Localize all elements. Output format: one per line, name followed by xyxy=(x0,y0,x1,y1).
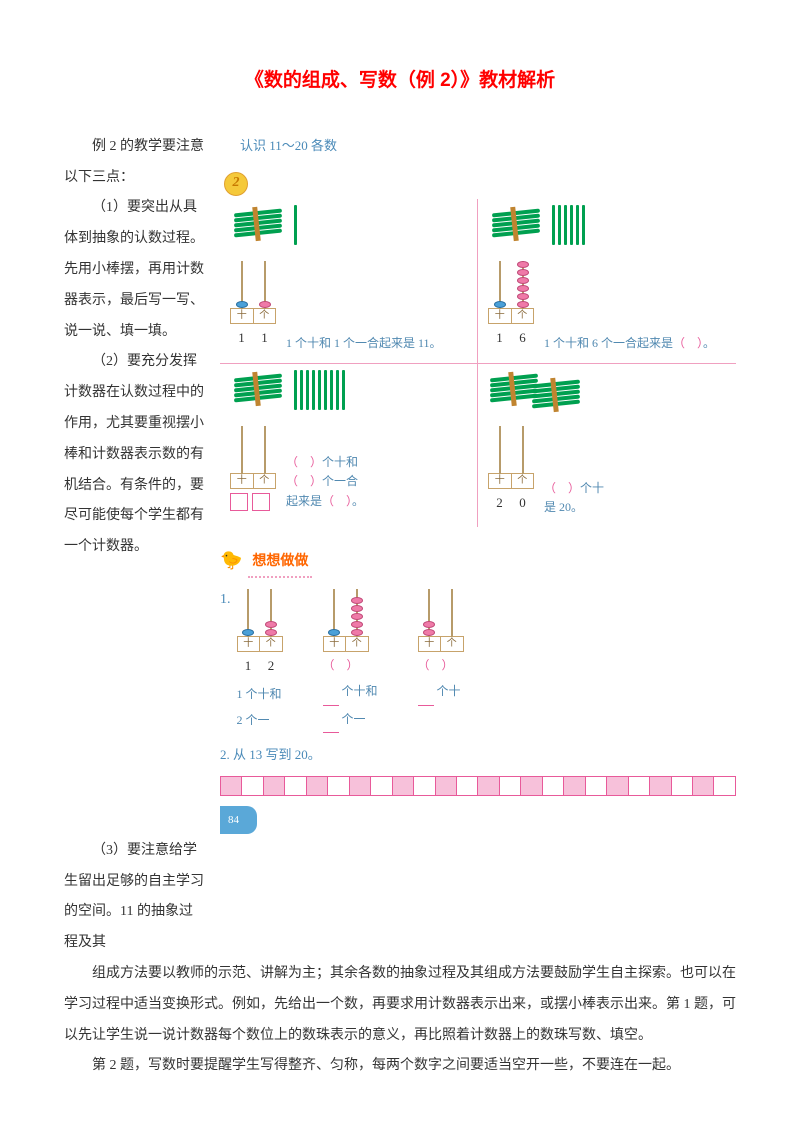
ex1-num: 1. xyxy=(220,585,231,733)
bundle-icon xyxy=(230,370,286,410)
chick-icon: 🐤 xyxy=(220,541,242,581)
textbook-pagenum: 84 xyxy=(220,806,257,834)
left-p1: 例 2 的教学要注意以下三点： xyxy=(64,132,204,194)
abacus: 十个 16 xyxy=(488,261,534,353)
think-header: 🐤 想想做做 xyxy=(220,541,736,581)
cell-11: 十个 11 1 个十和 1 个一合起来是 11。 xyxy=(220,199,478,364)
desc-20: （ ）个十是 20。 xyxy=(544,479,726,517)
example-badge: 2 xyxy=(224,172,248,196)
left-text: 例 2 的教学要注意以下三点： （1）要突出从具体到抽象的认数过程。先用小棒摆，… xyxy=(64,132,204,836)
left-text-2: （3）要注意给学生留出足够的自主学习的空间。11 的抽象过程及其 xyxy=(64,836,204,959)
desc-11: 1 个十和 1 个一合起来是 11。 xyxy=(286,334,467,353)
exercise-2: 2. 从 13 写到 20。 xyxy=(220,741,736,770)
textbook-figure: 认识 11～20 各数 2 十个 11 1 个十和 1 个一合起来是 11。 十… xyxy=(220,132,736,836)
bundle-icon xyxy=(230,205,286,245)
left-p4: （3）要注意给学生留出足够的自主学习的空间。11 的抽象过程及其 xyxy=(64,836,204,959)
subhead: 认识 11～20 各数 xyxy=(240,132,736,161)
think-label: 想想做做 xyxy=(248,545,312,578)
left-p3: （2）要充分发挥计数器在认数过程中的作用，尤其要重视摆小棒和计数器表示数的有机结… xyxy=(64,347,204,563)
write-strip xyxy=(220,776,736,796)
cell-16: 十个 16 1 个十和 6 个一合起来是（ ）。 xyxy=(478,199,736,364)
exercise-1: 十个12 1 个十和2 个一 十个 （ ） 个十和 个一 十个 （ ） 个十 xyxy=(237,589,464,733)
bottom-p2: 第 2 题，写数时要提醒学生写得整齐、匀称，每两个数字之间要适当空开一些，不要连… xyxy=(64,1051,736,1082)
bundle-icon xyxy=(488,205,544,245)
left-p2: （1）要突出从具体到抽象的认数过程。先用小棒摆，再用计数器表示，最后写一写、说一… xyxy=(64,193,204,347)
double-bundle-icon xyxy=(488,370,584,414)
abacus: 十个 11 xyxy=(230,261,276,353)
abacus: 十个 xyxy=(230,426,276,511)
bottom-text: 组成方法要以教师的示范、讲解为主；其余各数的抽象过程及其组成方法要鼓励学生自主探… xyxy=(64,959,736,1082)
page-title: 《数的组成、写数（例 2）》教材解析 xyxy=(64,60,736,102)
cell-19: 十个 （ ）个十和（ ）个一合起来是（ ）。 xyxy=(220,364,478,528)
abacus: 十个 20 xyxy=(488,426,534,518)
desc-16: 1 个十和 6 个一合起来是（ ）。 xyxy=(544,334,726,353)
cell-20: 十个 20 （ ）个十是 20。 xyxy=(478,364,736,528)
desc-19: （ ）个十和（ ）个一合起来是（ ）。 xyxy=(286,453,467,511)
bottom-p1: 组成方法要以教师的示范、讲解为主；其余各数的抽象过程及其组成方法要鼓励学生自主探… xyxy=(64,959,736,1051)
